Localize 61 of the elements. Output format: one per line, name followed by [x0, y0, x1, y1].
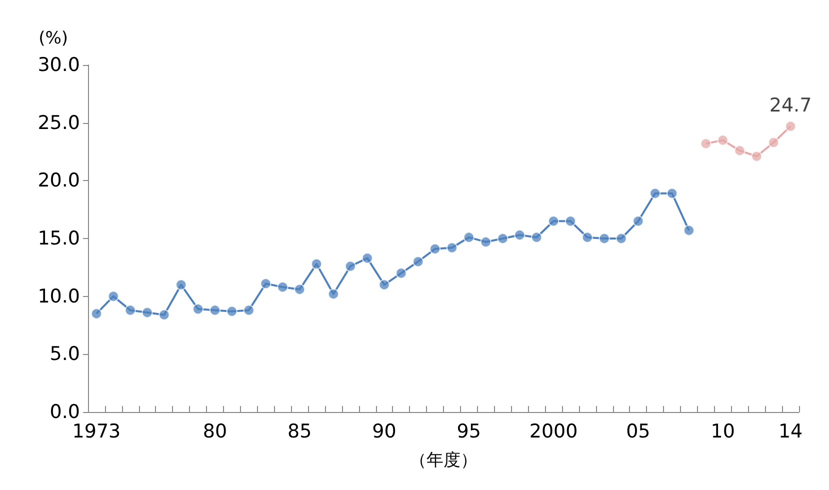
point	[531, 232, 542, 243]
y-tick-label: 10.0	[38, 285, 80, 308]
point	[311, 258, 322, 270]
point	[480, 236, 492, 248]
point	[396, 268, 407, 279]
point	[650, 188, 661, 199]
point	[666, 188, 678, 199]
point	[243, 304, 254, 316]
y-axis-title: (%)	[38, 28, 68, 48]
x-tick-label: 1973	[72, 420, 121, 442]
point	[294, 284, 306, 295]
x-tick-label: 95	[456, 420, 481, 442]
point	[108, 290, 119, 302]
point	[751, 150, 762, 162]
point	[378, 279, 390, 290]
point	[446, 242, 458, 254]
x-tick-label: 14	[778, 420, 803, 442]
point	[124, 304, 136, 316]
point	[328, 288, 339, 300]
data-label: 24.7	[769, 94, 812, 116]
point	[192, 304, 204, 315]
point	[362, 252, 373, 264]
point	[717, 134, 728, 146]
point	[514, 230, 526, 241]
point	[430, 243, 441, 254]
point	[785, 120, 796, 132]
point	[768, 137, 780, 148]
point	[598, 233, 610, 244]
point	[497, 233, 508, 244]
point	[260, 278, 272, 290]
point	[683, 224, 694, 236]
point	[564, 216, 576, 227]
point	[158, 309, 170, 320]
x-tick-label: 2000	[529, 420, 578, 442]
point	[209, 304, 220, 316]
point	[616, 233, 627, 244]
point	[90, 308, 102, 320]
point	[142, 307, 153, 318]
y-tick-label: 0.0	[50, 401, 80, 423]
point	[344, 260, 356, 272]
x-tick-label: 80	[202, 420, 228, 442]
point	[412, 256, 424, 268]
x-tick-label: 90	[372, 420, 396, 442]
point	[176, 279, 187, 290]
y-tick-label: 5.0	[50, 343, 80, 366]
point	[734, 145, 746, 156]
x-tick-label: 05	[626, 420, 650, 442]
point	[548, 216, 560, 227]
point	[226, 306, 238, 317]
y-tick-label: 25.0	[38, 112, 80, 134]
y-tick-label: 15.0	[38, 228, 80, 250]
y-tick-label: 30.0	[38, 54, 80, 76]
point	[700, 138, 712, 150]
point	[632, 216, 644, 227]
x-tick-label: 10	[710, 420, 735, 442]
y-tick-label: 20.0	[38, 170, 80, 192]
x-axis-title: （年度）	[410, 450, 478, 470]
x-tick-label: 85	[288, 420, 312, 442]
point	[582, 232, 593, 243]
point	[277, 282, 288, 293]
point	[463, 232, 474, 243]
